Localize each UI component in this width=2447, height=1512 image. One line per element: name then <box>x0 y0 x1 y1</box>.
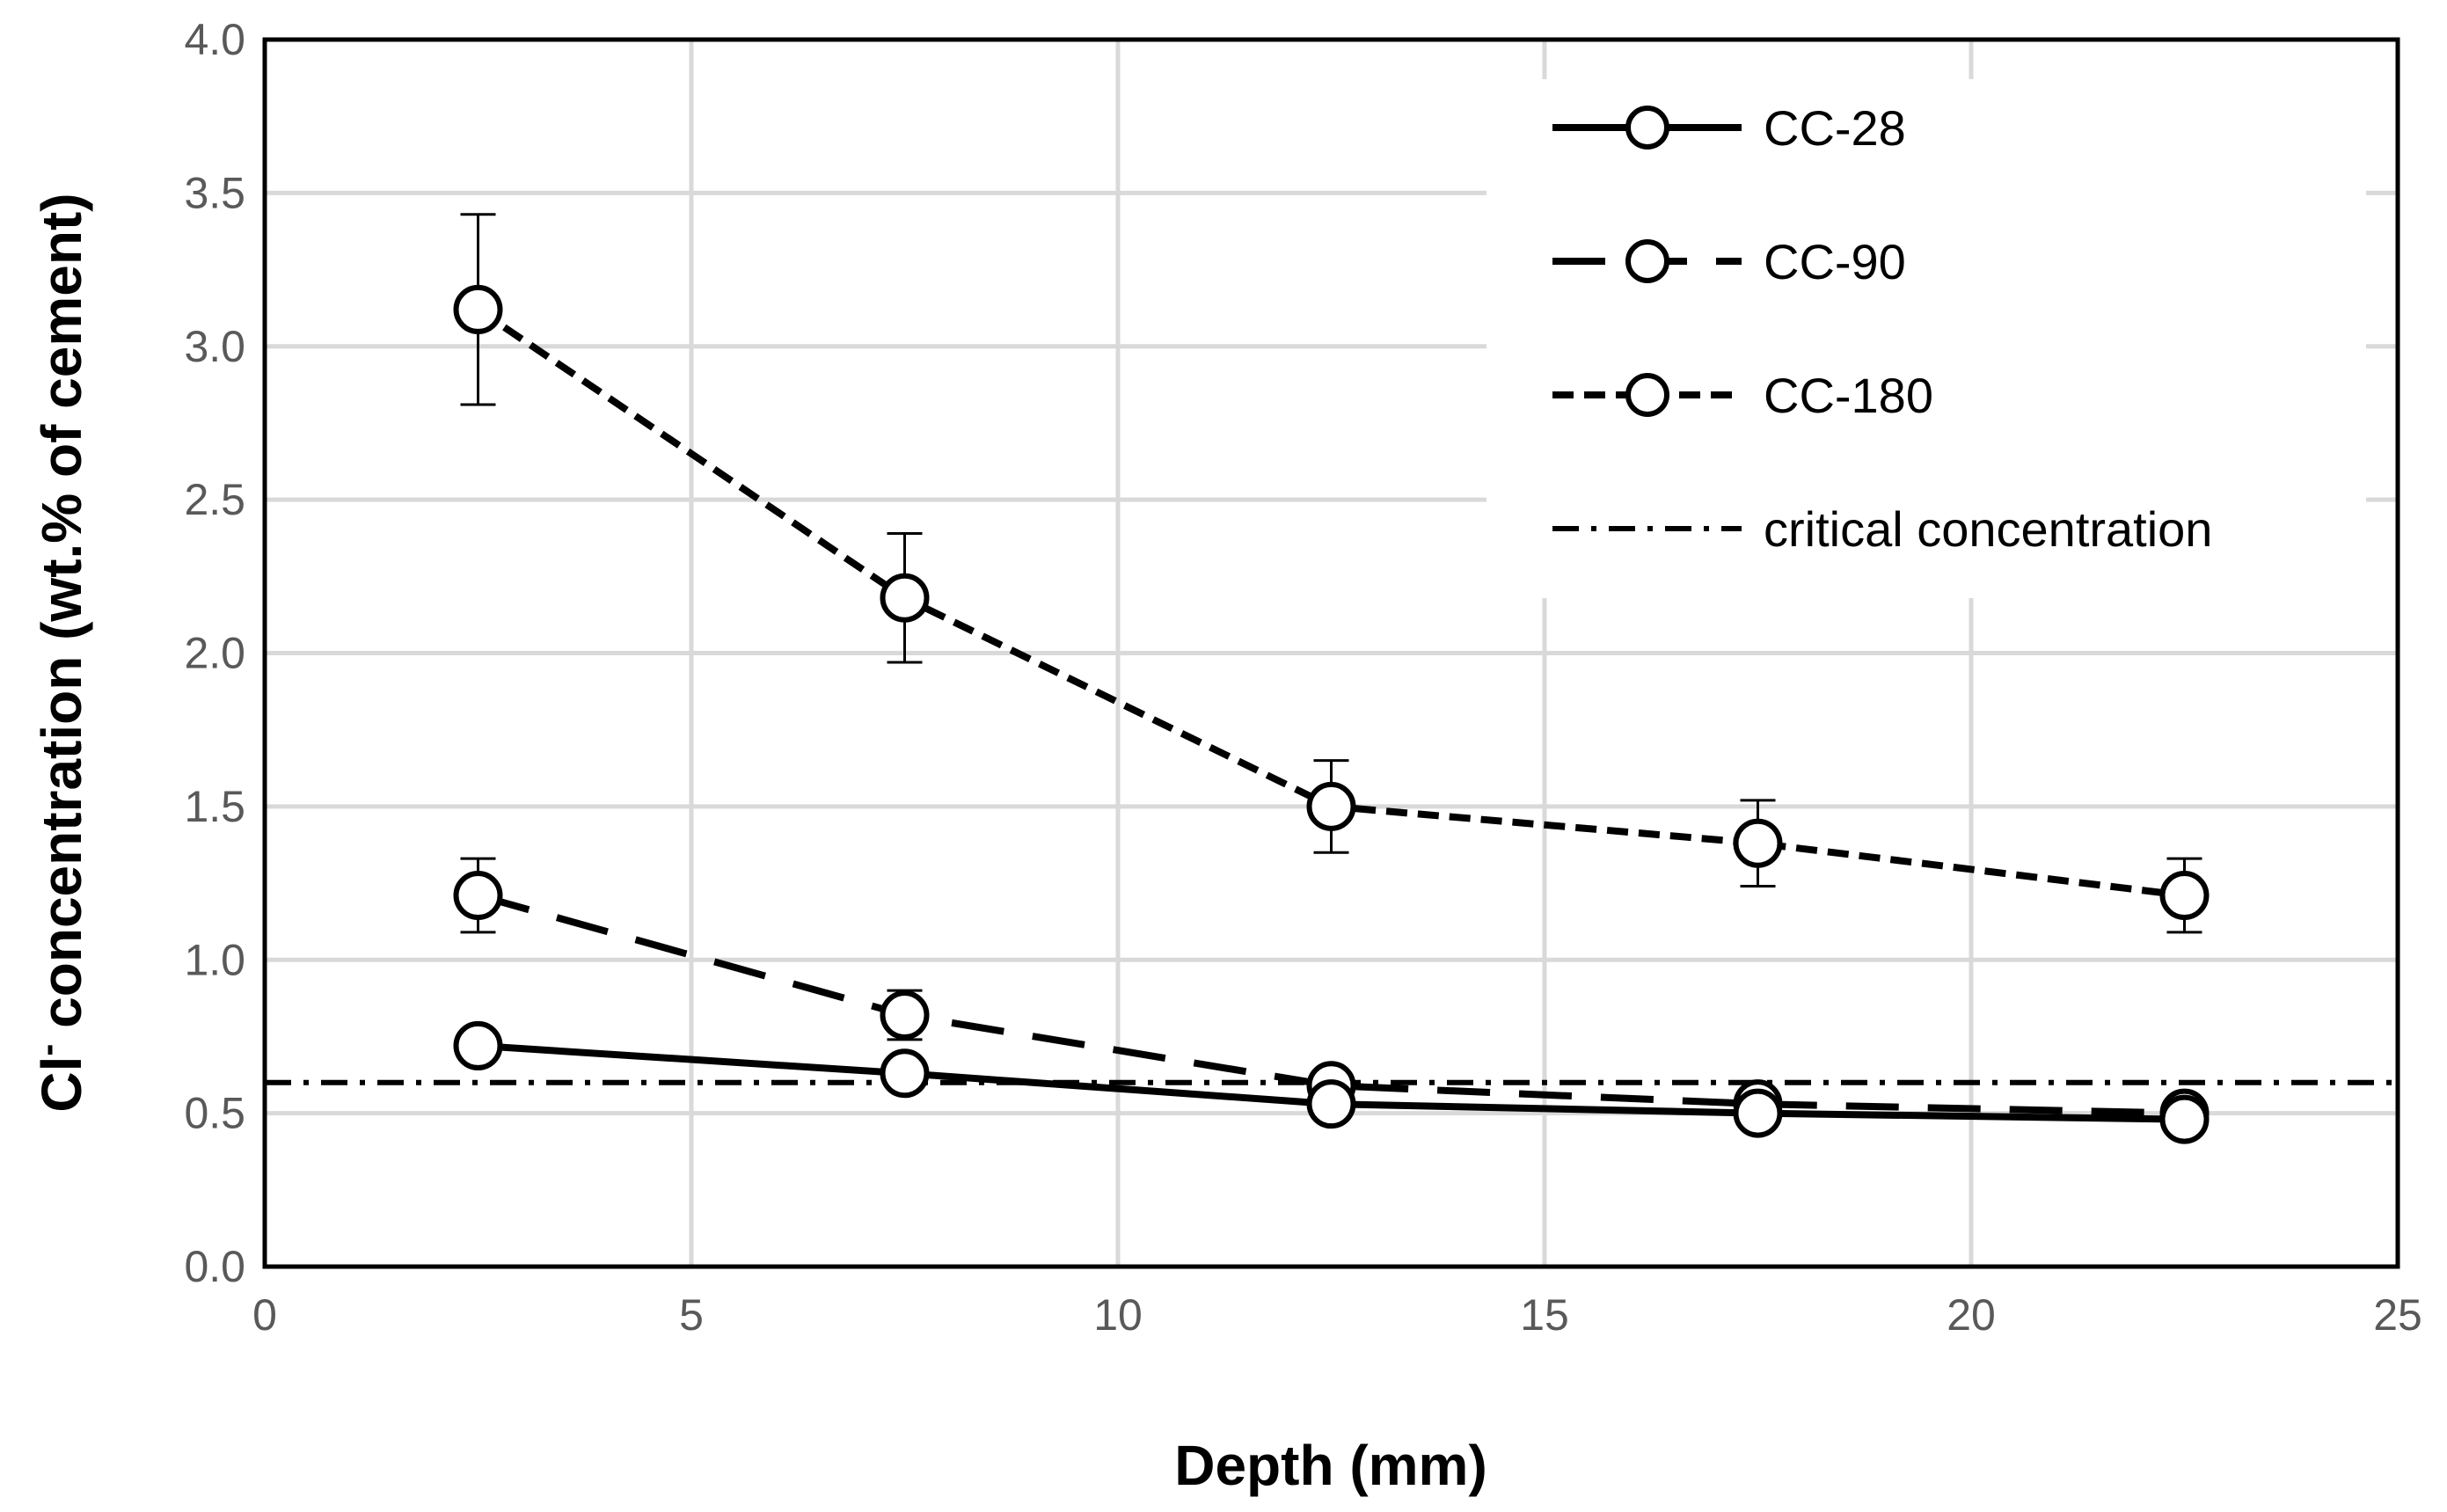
x-tick-label: 5 <box>679 1290 704 1340</box>
data-point-cc-90 <box>880 990 930 1041</box>
legend-label-cc-180: CC-180 <box>1764 368 1933 423</box>
y-tick-label: 3.5 <box>184 168 245 217</box>
y-tick-label: 1.0 <box>184 935 245 984</box>
data-point-cc-28 <box>1733 1088 1783 1138</box>
data-point-cc-90 <box>453 871 503 921</box>
legend: CC-28 CC-90 CC-180 critical concentratio… <box>1486 79 2366 598</box>
series-line-cc-90 <box>477 892 2185 1117</box>
y-tick-label: 2.0 <box>184 629 245 678</box>
data-point-cc-180 <box>453 284 503 334</box>
legend-label-critical: critical concentration <box>1764 501 2212 557</box>
data-point-cc-28 <box>1306 1079 1356 1129</box>
x-tick-label: 20 <box>1947 1290 1996 1340</box>
y-axis-title-main: Cl <box>30 1056 93 1113</box>
data-point-cc-28 <box>2159 1094 2210 1144</box>
y-tick-label: 2.5 <box>184 475 245 524</box>
legend-background <box>1486 79 2366 598</box>
y-tick-label: 0.0 <box>184 1242 245 1291</box>
x-tick-label: 15 <box>1520 1290 1569 1340</box>
y-tick-label: 4.0 <box>184 15 245 64</box>
data-point-cc-180 <box>880 573 930 623</box>
x-tick-label: 25 <box>2373 1290 2422 1340</box>
y-tick-label: 0.5 <box>184 1089 245 1138</box>
legend-label-cc-90: CC-90 <box>1764 234 1906 289</box>
data-point-cc-180 <box>1306 781 1356 831</box>
x-tick-label: 10 <box>1093 1290 1143 1340</box>
x-axis-title: Depth (mm) <box>1174 1434 1487 1497</box>
x-tick-label: 0 <box>252 1290 277 1340</box>
tick-labels: 0.0 0.5 1.0 1.5 2.0 2.5 3.0 3.5 4.0 0 5 10 15 20 25 <box>184 15 2421 1340</box>
y-tick-label: 1.5 <box>184 782 245 831</box>
data-point-cc-180 <box>1733 818 1783 868</box>
plot-area <box>265 213 2398 1144</box>
plot-frame <box>262 37 2400 1269</box>
y-axis-title-superscript: - <box>26 1044 68 1056</box>
y-tick-label: 3.0 <box>184 322 245 371</box>
data-point-cc-28 <box>880 1048 930 1099</box>
legend-marker-cc-28 <box>1625 106 1669 150</box>
legend-marker-cc-90 <box>1625 239 1669 283</box>
legend-label-cc-28: CC-28 <box>1764 100 1906 156</box>
data-point-cc-28 <box>453 1020 503 1070</box>
y-axis-title: Cl- concentration (wt.% of cement) <box>26 193 93 1112</box>
y-axis-title-rest: concentration (wt.% of cement) <box>30 193 93 1043</box>
legend-marker-cc-180 <box>1625 373 1669 417</box>
data-point-cc-180 <box>2159 871 2210 921</box>
